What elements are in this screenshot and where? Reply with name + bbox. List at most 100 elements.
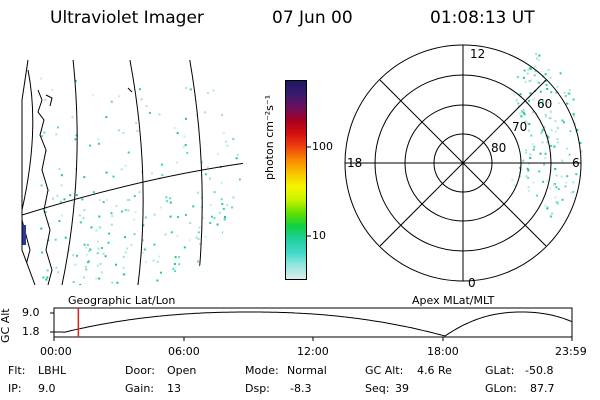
emission-dot xyxy=(541,130,543,133)
emission-dot xyxy=(197,231,200,234)
emission-dot xyxy=(549,76,552,79)
emission-dot xyxy=(95,229,98,232)
door-value: Open xyxy=(167,364,197,377)
emission-dot xyxy=(530,79,533,82)
emission-dot xyxy=(186,151,189,154)
emission-dot xyxy=(236,153,239,156)
emission-dot xyxy=(164,233,167,236)
emission-dot xyxy=(110,223,113,226)
emission-dot xyxy=(142,224,145,227)
emission-dot xyxy=(566,147,569,150)
emission-dot xyxy=(564,185,567,188)
emission-dot xyxy=(206,166,209,168)
timeline-xtick-2359: 23:59 xyxy=(555,345,587,358)
emission-dot xyxy=(47,222,50,225)
emission-dot xyxy=(570,191,573,194)
emission-dot xyxy=(72,254,75,257)
emission-dot xyxy=(226,144,229,147)
emission-dot xyxy=(549,116,552,119)
timeline-ytick-low: 1.8 xyxy=(22,325,40,338)
emission-dot xyxy=(532,181,535,184)
emission-dot xyxy=(90,226,93,229)
mlat-label-60: 60 xyxy=(537,97,553,111)
emission-dot xyxy=(55,266,58,269)
emission-dot xyxy=(199,242,202,245)
emission-dot xyxy=(136,129,139,132)
emission-dot xyxy=(176,132,179,135)
emission-dot xyxy=(172,268,175,270)
seq-label: Seq: xyxy=(365,382,390,395)
emission-dot xyxy=(527,169,530,172)
emission-dot xyxy=(523,69,526,72)
emission-dot xyxy=(79,221,82,224)
emission-dot xyxy=(576,128,579,131)
emission-dot xyxy=(556,126,559,129)
emission-dot xyxy=(159,206,162,209)
emission-dot xyxy=(116,281,119,284)
polar-diagonal-2 xyxy=(379,79,547,247)
emission-dot xyxy=(51,88,54,91)
emission-dot xyxy=(231,206,233,209)
emission-dot xyxy=(41,251,44,254)
emission-dot xyxy=(105,199,108,202)
emission-dot xyxy=(536,57,539,60)
emission-dot xyxy=(520,115,523,118)
gcalt-value: 4.6 Re xyxy=(417,364,452,377)
emission-dot xyxy=(556,85,559,88)
emission-dot xyxy=(81,198,84,201)
emission-dot xyxy=(519,93,522,96)
emission-dot xyxy=(539,152,542,155)
emission-dot xyxy=(98,226,101,229)
emission-dot xyxy=(183,246,186,249)
emission-dot xyxy=(574,122,577,125)
emission-dot xyxy=(525,120,528,123)
emission-dot xyxy=(44,99,47,101)
emission-dot xyxy=(525,102,527,105)
emission-dot xyxy=(141,251,144,254)
emission-dot xyxy=(232,196,235,199)
emission-dot xyxy=(158,255,161,258)
colorbar xyxy=(285,80,307,280)
emission-dot xyxy=(99,199,101,201)
emission-dot xyxy=(54,238,57,241)
emission-dot xyxy=(173,127,176,129)
emission-dot xyxy=(156,279,159,282)
emission-dot xyxy=(47,189,50,192)
emission-dot xyxy=(58,220,61,223)
emission-dot xyxy=(96,264,99,267)
emission-dot xyxy=(556,203,559,206)
mlat-label-80: 80 xyxy=(491,141,507,155)
emission-dot xyxy=(160,271,162,274)
emission-dot xyxy=(178,256,181,259)
emission-dot xyxy=(189,222,192,225)
emission-dot xyxy=(213,217,216,220)
emission-dot xyxy=(105,171,108,174)
emission-dot xyxy=(232,138,235,141)
emission-dot xyxy=(58,168,61,171)
emission-dot xyxy=(538,170,541,173)
right-panel-caption: Apex MLat/MLT xyxy=(412,294,495,307)
door-label: Door: xyxy=(125,364,155,377)
emission-dot xyxy=(239,178,242,181)
orbit-altitude-curve xyxy=(54,311,573,337)
emission-dot xyxy=(46,276,49,279)
emission-dot xyxy=(511,178,514,181)
emission-dot xyxy=(204,173,207,176)
emission-dot xyxy=(561,160,564,163)
emission-dot xyxy=(69,194,72,197)
emission-dot xyxy=(110,100,113,103)
emission-dot xyxy=(153,243,156,246)
emission-dot xyxy=(525,151,528,154)
emission-dot xyxy=(122,255,125,258)
emission-dot xyxy=(537,81,540,84)
emission-dot xyxy=(528,123,531,126)
emission-dot xyxy=(192,205,195,208)
emission-dot xyxy=(547,101,550,104)
emission-dot xyxy=(563,91,566,94)
emission-dot xyxy=(569,130,572,133)
emission-dot xyxy=(520,110,523,113)
emission-dot xyxy=(97,240,100,243)
emission-dot xyxy=(572,181,575,184)
emission-dot xyxy=(543,126,546,129)
ip-label: IP: xyxy=(8,382,22,395)
